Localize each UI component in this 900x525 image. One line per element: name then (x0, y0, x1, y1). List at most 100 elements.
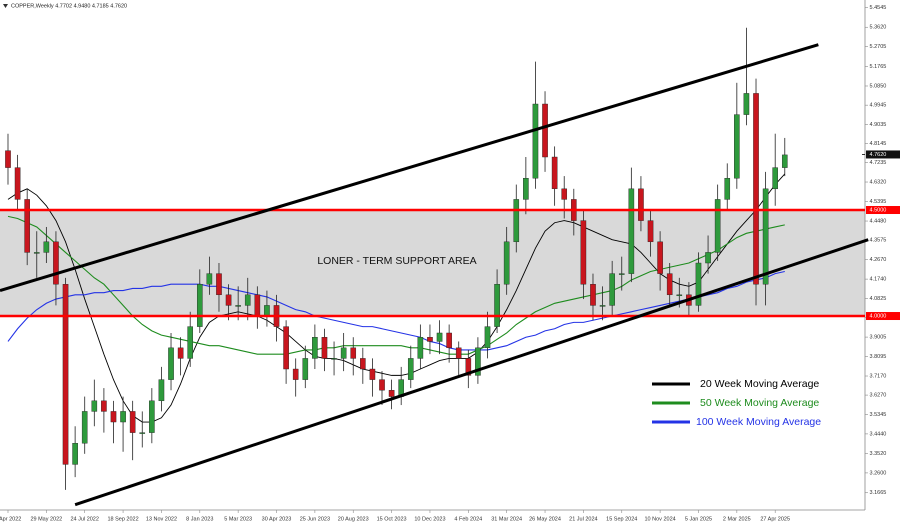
y-tick-label: 4.9035 (870, 122, 887, 128)
y-tick-label: 3.2600 (870, 470, 887, 476)
legend-label: 20 Week Moving Average (700, 378, 819, 390)
candle-body (762, 188, 769, 285)
candle-body (101, 400, 107, 412)
candle-body (129, 411, 136, 433)
candle-body (292, 368, 299, 380)
y-tick-label: 3.5345 (870, 412, 887, 418)
candle-body (321, 337, 328, 359)
candle-body (436, 332, 443, 342)
candle-body (484, 326, 491, 349)
y-tick-label: 5.3620 (870, 25, 887, 31)
candle-body (609, 273, 615, 306)
x-tick-label: 10 Nov 2024 (645, 516, 676, 522)
candle-body (196, 284, 203, 327)
x-tick-label: 21 Jul 2024 (569, 516, 597, 522)
candle-body (120, 411, 126, 423)
candle-body (283, 326, 289, 370)
x-tick-label: 2 Mar 2025 (723, 516, 751, 522)
legend-label: 100 Week Moving Average (696, 416, 821, 428)
candle-body (216, 273, 222, 296)
x-tick-label: 31 Mar 2024 (491, 516, 522, 522)
candle-body (561, 188, 568, 200)
candle-body (244, 294, 251, 306)
x-tick-label: 10 Dec 2023 (414, 516, 445, 522)
level-label-box (866, 312, 900, 321)
candle-body (494, 284, 500, 327)
y-tick-label: 3.8095 (870, 354, 887, 360)
candle-body (465, 358, 472, 376)
candle-body (388, 390, 395, 397)
x-tick-label: 5 Mar 2023 (224, 516, 252, 522)
candle-body (743, 93, 750, 115)
candle-body (676, 294, 683, 297)
candle-body (53, 241, 59, 285)
candle-body (475, 347, 481, 376)
x-tick-label: 3 Apr 2022 (0, 516, 21, 522)
candle-body (666, 273, 673, 296)
chart-title: COPPER,Weekly 4.7702 4.9480 4.7185 4.762… (11, 3, 127, 9)
y-tick-label: 3.4440 (870, 431, 887, 437)
candle-body (513, 199, 520, 243)
candle-body (446, 332, 452, 349)
x-tick-label: 26 May 2024 (529, 516, 561, 522)
candle-body (312, 337, 318, 359)
x-tick-label: 18 Sep 2022 (107, 516, 138, 522)
y-tick-label: 3.9005 (870, 335, 887, 341)
candle-body (168, 347, 174, 380)
candle-body (657, 241, 663, 274)
x-tick-label: 5 Jan 2025 (685, 516, 712, 522)
candle-body (724, 178, 731, 200)
x-tick-label: 29 May 2022 (30, 516, 62, 522)
y-tick-label: 3.6270 (870, 393, 887, 399)
x-tick-label: 24 Jul 2022 (70, 516, 98, 522)
x-tick-label: 13 Nov 2022 (146, 516, 177, 522)
y-tick-label: 4.3575 (870, 238, 887, 244)
candle-body (753, 93, 759, 285)
candle-body (149, 400, 155, 433)
candle-body (628, 188, 635, 274)
y-tick-label: 5.0850 (870, 83, 887, 89)
candle-body (590, 284, 596, 306)
candle-body (14, 167, 21, 200)
candle-body (43, 241, 50, 253)
candle-body (24, 199, 30, 253)
candle-body (647, 220, 654, 243)
x-tick-label: 20 Aug 2023 (338, 516, 369, 522)
candle-body (302, 358, 309, 380)
candle-body (5, 150, 11, 168)
candle-body (551, 156, 558, 190)
candle-body (734, 114, 740, 179)
candle-body (62, 284, 69, 465)
x-tick-label: 8 Jan 2023 (186, 516, 213, 522)
x-tick-label: 15 Oct 2023 (377, 516, 407, 522)
moving-average-line (7, 215, 785, 355)
y-tick-label: 3.7170 (870, 373, 887, 379)
candle-body (455, 347, 462, 359)
candle-body (33, 252, 40, 254)
candle-body (158, 379, 165, 402)
candle-body (331, 358, 337, 360)
candle-body (81, 411, 88, 444)
candle-body (177, 347, 184, 359)
y-tick-label: 4.9945 (870, 103, 887, 109)
y-tick-label: 4.7235 (870, 160, 887, 166)
x-tick-label: 15 Sep 2024 (606, 516, 637, 522)
moving-average-line (7, 173, 786, 423)
level-label: 4.5000 (870, 207, 887, 213)
candle-body (187, 326, 194, 359)
x-tick-label: 25 Jun 2023 (300, 516, 330, 522)
candle-body (781, 154, 788, 168)
candle-body (350, 347, 357, 359)
y-tick-label: 4.6320 (870, 179, 887, 185)
trend-line (74, 238, 869, 507)
candle-body (369, 368, 376, 380)
candle-body (532, 103, 539, 179)
legend-label: 50 Week Moving Average (700, 397, 819, 409)
y-tick-label: 3.3520 (870, 451, 887, 457)
candle-body (407, 358, 414, 380)
level-label: 4.0000 (870, 313, 887, 319)
annotation: LONER - TERM SUPPORT AREA (317, 255, 476, 267)
x-tick-label: 27 Apr 2025 (760, 516, 790, 522)
candle-body (427, 337, 433, 342)
